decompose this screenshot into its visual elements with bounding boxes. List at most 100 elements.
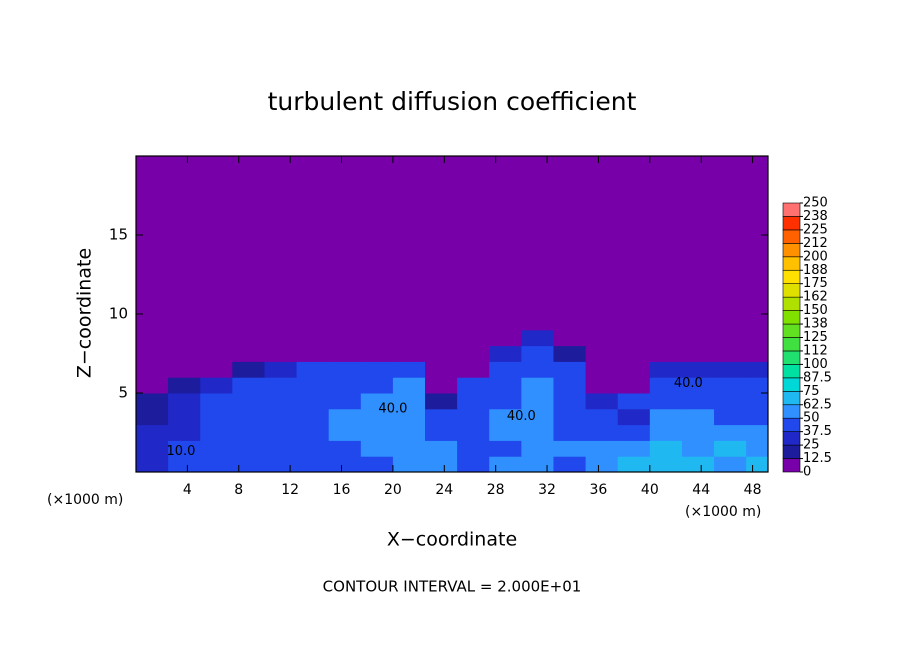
heat-cell <box>649 456 683 473</box>
colorbar-segment <box>782 417 801 432</box>
heat-cell <box>521 329 554 347</box>
heat-cell <box>617 361 651 378</box>
heat-cell <box>553 361 587 378</box>
heat-cell <box>264 393 298 410</box>
heat-cell <box>681 440 715 457</box>
heat-cell <box>457 345 490 362</box>
heat-cell <box>553 345 587 362</box>
heat-cell <box>553 393 587 410</box>
y-axis-label: Z−coordinate <box>74 248 96 378</box>
heat-cell <box>296 440 330 457</box>
heat-cell <box>136 345 169 362</box>
heat-cell <box>360 329 394 347</box>
colorbar-tick-label: 75 <box>803 384 820 399</box>
heat-cell <box>328 393 362 410</box>
heat-cell <box>200 440 233 457</box>
heat-cell <box>232 329 265 347</box>
heat-cell <box>617 456 651 473</box>
heat-cell <box>328 329 362 347</box>
colorbar-segment <box>782 458 801 473</box>
heat-cell <box>136 377 169 394</box>
heat-cell <box>328 345 362 362</box>
heat-cell <box>392 156 426 331</box>
heat-cell <box>296 393 330 410</box>
heat-cell <box>136 393 169 410</box>
heat-cell <box>232 361 265 378</box>
heat-cell <box>264 329 298 347</box>
x-tick-label: 24 <box>435 482 453 498</box>
colorbar-segment <box>782 377 801 392</box>
heat-cell <box>714 345 747 362</box>
heat-cell <box>681 377 715 394</box>
heat-cell <box>360 361 394 378</box>
x-unit-label: (×1000 m) <box>685 504 761 520</box>
heat-cell <box>200 329 233 347</box>
heat-cell <box>681 424 715 441</box>
heat-cell <box>392 424 426 441</box>
heat-cell <box>296 424 330 441</box>
heat-cell <box>585 361 619 378</box>
heat-cell <box>457 329 490 347</box>
x-axis-label: X−coordinate <box>387 529 517 551</box>
heat-cell <box>168 345 201 362</box>
colorbar-tick-label: 188 <box>803 263 828 278</box>
colorbar-tick-label: 0 <box>803 465 811 480</box>
heat-cell <box>392 361 426 378</box>
colorbar-tick-label: 162 <box>803 290 828 305</box>
heat-cell <box>457 424 490 441</box>
heat-cell <box>360 377 394 394</box>
heat-cell <box>714 156 747 331</box>
colorbar-segment <box>782 296 801 311</box>
heat-cell <box>489 440 522 457</box>
heat-cell <box>617 393 651 410</box>
heat-cell <box>168 329 201 347</box>
heat-cell <box>264 377 298 394</box>
heat-cell <box>521 361 554 378</box>
heat-cell <box>232 440 265 457</box>
heat-cell <box>360 393 394 410</box>
heat-cell <box>360 456 394 473</box>
heat-cell <box>392 408 426 426</box>
heat-cell <box>746 393 769 410</box>
heat-cell <box>585 329 619 347</box>
heat-cell <box>649 408 683 426</box>
heat-cell <box>392 377 426 394</box>
heat-cell <box>714 329 747 347</box>
heat-cell <box>296 408 330 426</box>
heat-cell <box>360 408 394 426</box>
heat-cell <box>457 361 490 378</box>
colorbar-tick-label: 87.5 <box>803 370 832 385</box>
heat-cell <box>200 408 233 426</box>
heat-cell <box>457 456 490 473</box>
heat-cell <box>681 361 715 378</box>
heat-cell <box>489 361 522 378</box>
heat-cell <box>553 440 587 457</box>
colorbar-segment <box>782 202 801 217</box>
heat-cell <box>521 408 554 426</box>
heat-cell <box>489 156 522 331</box>
heat-cell <box>617 329 651 347</box>
heat-cell <box>328 408 362 426</box>
colorbar-tick-label: 12.5 <box>803 451 832 466</box>
heat-cell <box>649 393 683 410</box>
heat-cell <box>136 361 169 378</box>
heat-cell <box>168 156 201 331</box>
heat-cell <box>425 393 458 410</box>
heat-cell <box>264 456 298 473</box>
heat-cell <box>232 377 265 394</box>
heat-cell <box>746 377 769 394</box>
heat-cell <box>714 456 747 473</box>
heat-cell <box>264 361 298 378</box>
heat-cell <box>296 377 330 394</box>
heat-cell <box>168 408 201 426</box>
x-tick-label: 40 <box>641 482 659 498</box>
heat-cell <box>392 440 426 457</box>
heat-cell <box>457 156 490 331</box>
heat-cell <box>585 393 619 410</box>
heat-cell <box>168 456 201 473</box>
heat-cell <box>649 329 683 347</box>
heat-cell <box>585 456 619 473</box>
heat-cell <box>585 424 619 441</box>
colorbar-tick-label: 250 <box>803 196 828 211</box>
